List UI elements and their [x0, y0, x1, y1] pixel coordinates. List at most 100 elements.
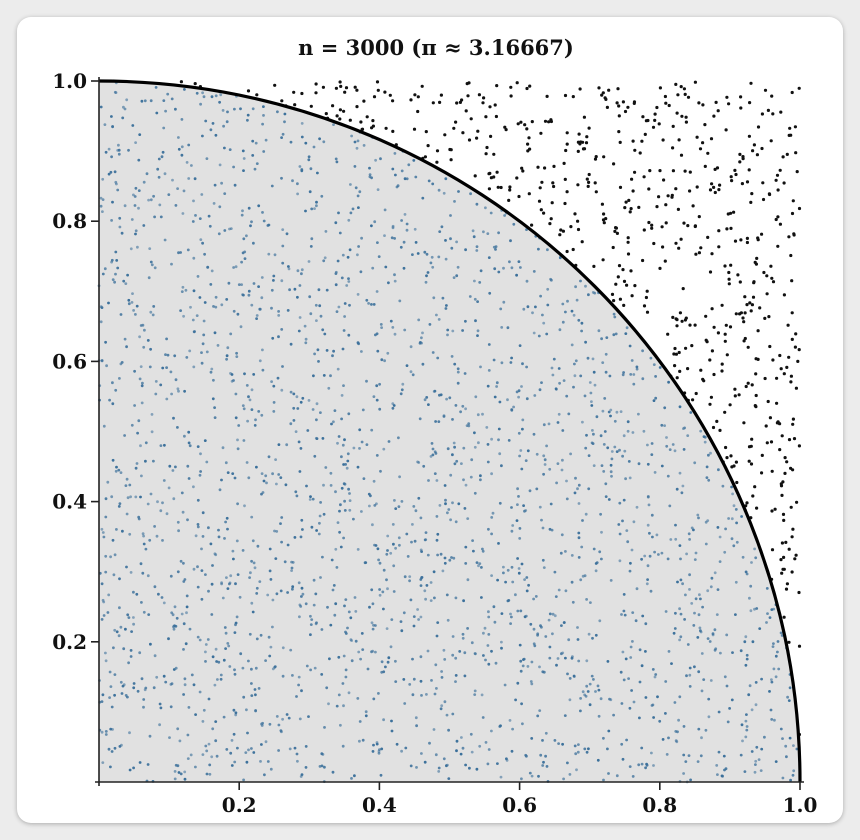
inside-point: [128, 483, 132, 487]
inside-point: [584, 694, 588, 698]
inside-point: [171, 178, 174, 182]
outside-point: [684, 346, 688, 350]
inside-point: [464, 545, 468, 549]
inside-point: [624, 332, 628, 335]
inside-point: [592, 678, 595, 681]
outside-point: [679, 85, 683, 89]
inside-point: [153, 266, 157, 270]
outside-point: [626, 252, 631, 256]
outside-point: [292, 90, 296, 94]
inside-point: [421, 362, 425, 366]
inside-point: [137, 189, 141, 193]
inside-point: [137, 206, 140, 210]
inside-point: [700, 689, 704, 693]
inside-point: [635, 367, 639, 371]
inside-point: [570, 309, 574, 313]
inside-point: [606, 446, 610, 450]
inside-point: [329, 471, 333, 475]
inside-point: [689, 778, 692, 782]
inside-point: [420, 694, 423, 697]
inside-point: [565, 394, 569, 398]
inside-point: [250, 694, 254, 697]
outside-point: [679, 237, 683, 241]
inside-point: [487, 748, 491, 751]
inside-point: [296, 182, 299, 186]
outside-point: [653, 118, 657, 122]
inside-point: [397, 436, 400, 440]
inside-point: [201, 720, 205, 723]
inside-point: [564, 550, 567, 553]
inside-point: [155, 534, 159, 538]
inside-point: [635, 587, 639, 591]
inside-point: [171, 469, 175, 472]
inside-point: [161, 150, 165, 154]
outside-point: [724, 128, 728, 132]
inside-point: [125, 565, 128, 569]
inside-point: [329, 623, 333, 627]
inside-point: [451, 329, 455, 333]
inside-point: [113, 170, 117, 174]
outside-point: [712, 114, 716, 118]
inside-point: [255, 162, 259, 166]
inside-point: [395, 742, 399, 746]
inside-point: [159, 383, 163, 387]
outside-point: [603, 96, 607, 100]
inside-point: [454, 596, 458, 600]
inside-point: [450, 246, 454, 250]
inside-point: [430, 442, 434, 445]
outside-point: [623, 109, 628, 114]
inside-point: [261, 211, 264, 214]
inside-point: [629, 656, 633, 659]
inside-point: [456, 367, 460, 371]
inside-point: [497, 438, 500, 442]
inside-point: [532, 627, 536, 631]
inside-point: [126, 273, 129, 277]
outside-point: [786, 323, 790, 327]
outside-point: [280, 99, 284, 103]
outside-point: [792, 437, 797, 441]
inside-point: [135, 592, 139, 596]
inside-point: [232, 732, 236, 736]
outside-point: [193, 82, 197, 86]
inside-point: [172, 497, 176, 501]
inside-point: [436, 532, 440, 536]
outside-point: [473, 174, 477, 178]
inside-point: [408, 579, 411, 583]
inside-point: [220, 478, 223, 482]
inside-point: [380, 326, 383, 329]
inside-point: [118, 577, 121, 581]
inside-point: [412, 505, 416, 508]
inside-point: [191, 220, 195, 223]
inside-point: [301, 528, 304, 531]
inside-point: [490, 472, 493, 476]
inside-point: [749, 584, 753, 588]
outside-point: [658, 266, 662, 270]
inside-point: [322, 259, 326, 263]
outside-point: [761, 197, 766, 202]
outside-point: [729, 454, 733, 458]
inside-point: [385, 578, 388, 582]
inside-point: [373, 220, 377, 224]
inside-point: [233, 631, 237, 634]
inside-point: [561, 651, 565, 655]
inside-point: [391, 406, 395, 410]
inside-point: [417, 318, 421, 322]
inside-point: [489, 211, 493, 215]
inside-point: [218, 488, 222, 492]
outside-point: [597, 86, 601, 90]
outside-point: [664, 221, 668, 225]
inside-point: [745, 657, 749, 661]
inside-point: [161, 366, 165, 370]
inside-point: [643, 554, 647, 558]
inside-point: [666, 557, 670, 561]
inside-point: [463, 674, 467, 678]
inside-point: [245, 461, 249, 464]
inside-point: [281, 261, 285, 265]
inside-point: [230, 379, 234, 383]
inside-point: [620, 613, 623, 616]
outside-point: [576, 140, 581, 144]
inside-point: [628, 706, 632, 710]
inside-point: [246, 113, 250, 117]
inside-point: [437, 318, 441, 321]
outside-point: [519, 120, 523, 124]
